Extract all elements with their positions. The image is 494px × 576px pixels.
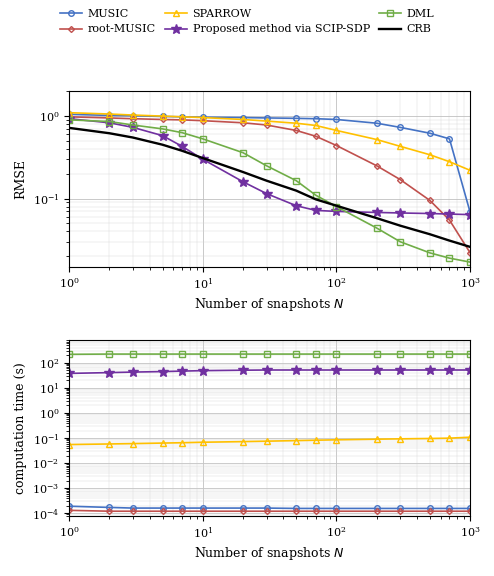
X-axis label: Number of snapshots $N$: Number of snapshots $N$ [194, 545, 345, 563]
Y-axis label: computation time (s): computation time (s) [13, 362, 27, 494]
Legend: MUSIC, root-MUSIC, SPARROW, Proposed method via SCIP-SDP, DML, CRB: MUSIC, root-MUSIC, SPARROW, Proposed met… [57, 6, 437, 38]
X-axis label: Number of snapshots $N$: Number of snapshots $N$ [194, 297, 345, 313]
Y-axis label: RMSE: RMSE [14, 159, 27, 199]
